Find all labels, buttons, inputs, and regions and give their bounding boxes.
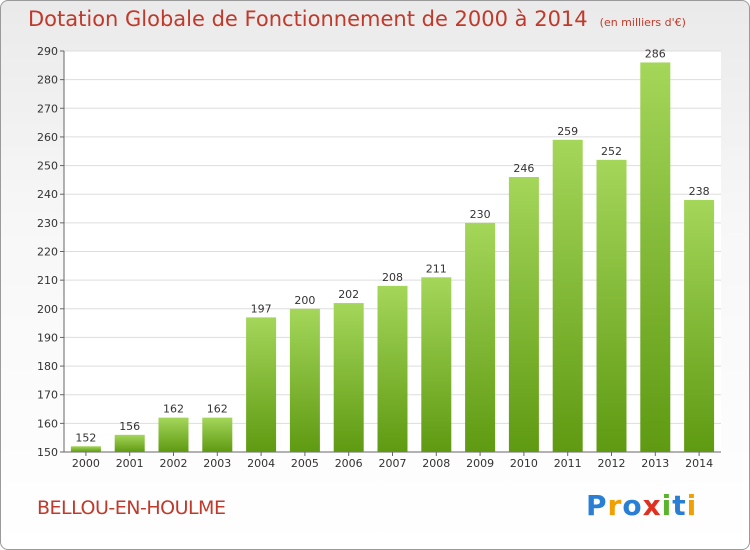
bar-2013 bbox=[640, 62, 671, 452]
x-tick-label: 2008 bbox=[422, 457, 450, 470]
x-tick-label: 2001 bbox=[116, 457, 144, 470]
bar-value-label: 211 bbox=[426, 262, 447, 275]
bar-2003 bbox=[202, 417, 233, 452]
bar-value-label: 259 bbox=[557, 125, 578, 138]
logo-letter: t bbox=[672, 489, 687, 522]
y-tick-label: 200 bbox=[37, 303, 58, 316]
x-tick-label: 2014 bbox=[685, 457, 713, 470]
chart-title: Dotation Globale de Fonctionnement de 20… bbox=[28, 7, 686, 31]
x-tick-label: 2012 bbox=[598, 457, 626, 470]
chart-subtitle: (en milliers d'€) bbox=[599, 16, 686, 29]
bar-value-label: 286 bbox=[645, 47, 666, 60]
bar-value-label: 252 bbox=[601, 145, 622, 158]
y-tick-label: 270 bbox=[37, 102, 58, 115]
y-tick-label: 250 bbox=[37, 160, 58, 173]
y-tick-label: 220 bbox=[37, 246, 58, 259]
y-tick-label: 260 bbox=[37, 131, 58, 144]
bar-value-label: 208 bbox=[382, 271, 403, 284]
y-tick-label: 150 bbox=[37, 446, 58, 459]
x-tick-label: 2007 bbox=[379, 457, 407, 470]
bar-2007 bbox=[377, 285, 408, 452]
x-tick-label: 2013 bbox=[641, 457, 669, 470]
bar-value-label: 202 bbox=[338, 288, 359, 301]
logo-letter: o bbox=[622, 489, 643, 522]
bar-value-label: 152 bbox=[75, 431, 96, 444]
bar-2010 bbox=[508, 177, 539, 452]
bar-2005 bbox=[289, 308, 320, 452]
logo-letter: P bbox=[586, 489, 608, 522]
bar-2012 bbox=[596, 159, 627, 453]
x-tick-label: 2011 bbox=[554, 457, 582, 470]
bar-value-label: 246 bbox=[513, 162, 534, 175]
x-tick-label: 2002 bbox=[160, 457, 188, 470]
bar-2009 bbox=[465, 222, 496, 452]
y-tick-label: 160 bbox=[37, 417, 58, 430]
x-tick-label: 2004 bbox=[247, 457, 275, 470]
y-tick-label: 170 bbox=[37, 389, 58, 402]
logo-letter: x bbox=[642, 489, 662, 522]
bar-value-label: 238 bbox=[689, 185, 710, 198]
bar-value-label: 197 bbox=[251, 302, 272, 315]
bar-2014 bbox=[684, 199, 715, 452]
bar-value-label: 200 bbox=[294, 294, 315, 307]
bar-2011 bbox=[552, 139, 583, 453]
y-tick-label: 290 bbox=[37, 45, 58, 58]
y-tick-label: 280 bbox=[37, 74, 58, 87]
y-tick-label: 210 bbox=[37, 274, 58, 287]
y-tick-label: 180 bbox=[37, 360, 58, 373]
x-tick-label: 2010 bbox=[510, 457, 538, 470]
logo-letter: i bbox=[686, 489, 698, 522]
bar-2002 bbox=[158, 417, 189, 452]
bar-2008 bbox=[421, 277, 452, 452]
bar-value-label: 162 bbox=[207, 403, 228, 416]
x-tick-label: 2006 bbox=[335, 457, 363, 470]
commune-name: BELLOU-EN-HOULME bbox=[37, 497, 226, 519]
bar-value-label: 162 bbox=[163, 403, 184, 416]
x-tick-label: 2000 bbox=[72, 457, 100, 470]
x-tick-label: 2003 bbox=[203, 457, 231, 470]
y-tick-label: 230 bbox=[37, 217, 58, 230]
bar-2004 bbox=[246, 317, 277, 452]
bar-2001 bbox=[114, 434, 145, 452]
bar-value-label: 156 bbox=[119, 420, 140, 433]
bar-2000 bbox=[70, 446, 101, 452]
logo-letter: r bbox=[607, 489, 623, 522]
chart-title-text: Dotation Globale de Fonctionnement de 20… bbox=[28, 7, 588, 31]
y-tick-label: 240 bbox=[37, 188, 58, 201]
bar-value-label: 230 bbox=[470, 208, 491, 221]
proxiti-logo: Proxiti bbox=[586, 489, 697, 522]
x-tick-label: 2009 bbox=[466, 457, 494, 470]
x-tick-label: 2005 bbox=[291, 457, 319, 470]
logo-letter: i bbox=[661, 489, 673, 522]
y-tick-label: 190 bbox=[37, 331, 58, 344]
bar-2006 bbox=[333, 303, 364, 452]
